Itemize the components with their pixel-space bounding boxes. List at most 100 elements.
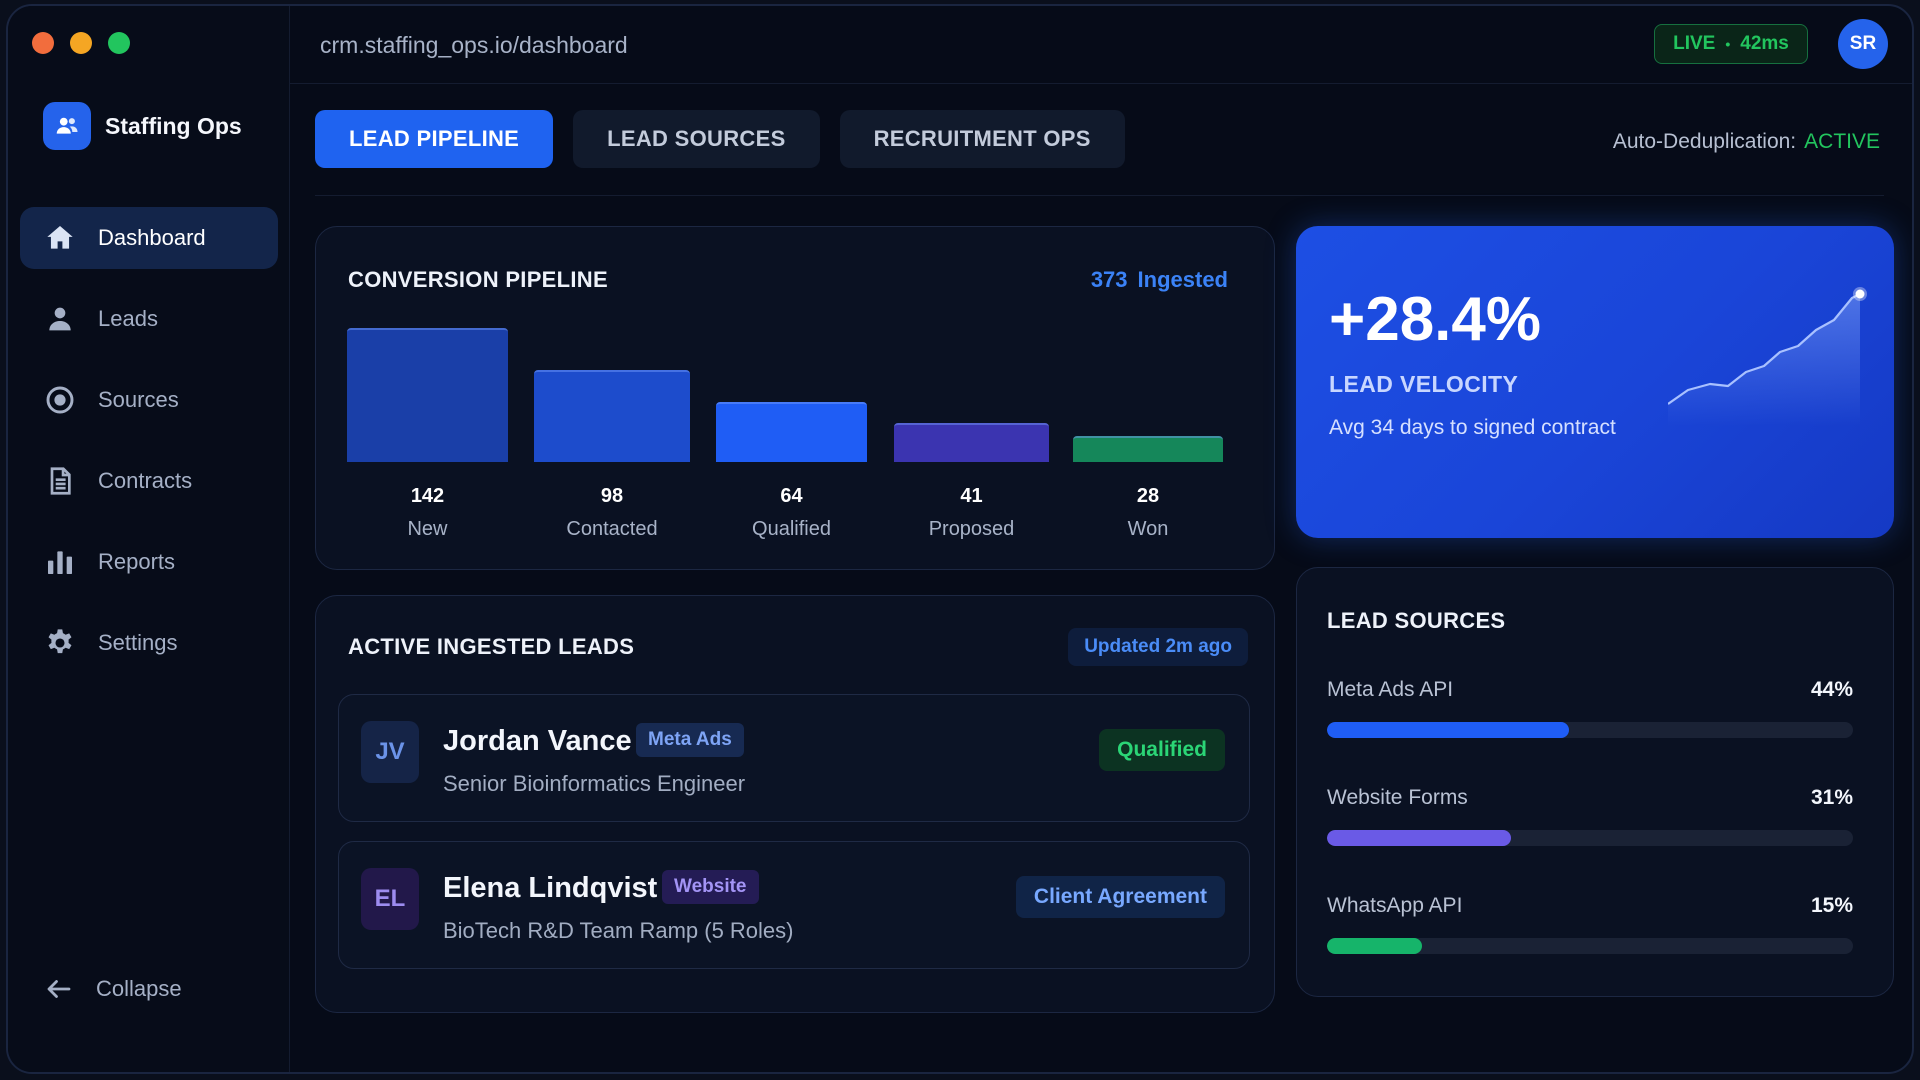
sources-title: LEAD SOURCES — [1327, 608, 1506, 633]
lead-sources-card: LEAD SOURCES Meta Ads API 44% Website Fo… — [1296, 567, 1894, 997]
tab-recruitment-ops[interactable]: RECRUITMENT OPS — [839, 110, 1125, 168]
arrow-left-icon — [47, 980, 71, 998]
app-window: Staffing Ops Dashboard Leads — [6, 4, 1914, 1074]
source-percent: 15% — [1810, 894, 1853, 917]
pipeline-chart: 142 New 98 Contacted 64 Qualified 41 Proposed 28… — [316, 227, 1274, 569]
pipeline-bar-won[interactable] — [1073, 436, 1223, 462]
sidebar-item-leads[interactable]: Leads — [20, 288, 278, 350]
user-avatar[interactable]: SR — [1838, 19, 1888, 69]
pipeline-bar-value: 98 — [600, 485, 624, 507]
pipeline-bar-value: 28 — [1136, 485, 1160, 507]
ingested-number: 373 — [1090, 267, 1128, 292]
pipeline-bar-qualified[interactable] — [716, 402, 867, 462]
pipeline-bar-label: Proposed — [928, 518, 1015, 540]
source-progress-fill — [1327, 722, 1569, 738]
velocity-subtitle: Avg 34 days to signed contract — [1329, 416, 1616, 439]
lead-source-tag: Meta Ads — [636, 723, 744, 757]
brand[interactable]: Staffing Ops — [43, 102, 242, 150]
lead-role: Senior Bioinformatics Engineer — [443, 771, 746, 796]
lead-row-jordan-vance[interactable]: JV Jordan Vance Meta Ads Senior Bioinfor… — [338, 694, 1250, 822]
sidebar-item-label: Reports — [98, 549, 176, 574]
sidebar-item-reports[interactable]: Reports — [20, 531, 278, 593]
source-progress-track — [1327, 938, 1853, 954]
window-controls — [32, 32, 130, 54]
sidebar-item-contracts[interactable]: Contracts — [20, 450, 278, 512]
live-dot-icon: • — [1725, 36, 1731, 52]
lead-source-tag: Website — [662, 870, 759, 904]
pipeline-bar-label: Contacted — [566, 518, 658, 540]
updated-badge: Updated 2m ago — [1068, 628, 1248, 666]
minimize-window-button[interactable] — [70, 32, 92, 54]
brand-name: Staffing Ops — [105, 112, 242, 139]
lead-name: Elena Lindqvist — [443, 872, 658, 904]
sidebar: Staffing Ops Dashboard Leads — [8, 6, 290, 1072]
lead-status-badge: Qualified — [1099, 729, 1225, 771]
section-divider — [315, 195, 1884, 196]
sidebar-item-sources[interactable]: Sources — [20, 369, 278, 431]
pipeline-bar-new[interactable] — [347, 328, 508, 462]
document-icon — [50, 467, 71, 495]
pipeline-bar-value: 64 — [780, 485, 803, 507]
dedupe-label: Auto-Deduplication: — [1612, 130, 1797, 153]
pipeline-bar-proposed[interactable] — [894, 423, 1049, 462]
source-name: WhatsApp API — [1327, 894, 1463, 917]
ingested-count: 373 Ingested — [1091, 267, 1238, 293]
url-bar[interactable]: crm.staffing_ops.io/dashboard — [320, 32, 628, 58]
users-icon — [43, 102, 91, 150]
lead-avatar: EL — [361, 868, 419, 930]
maximize-window-button[interactable] — [108, 32, 130, 54]
dedupe-status: Auto-Deduplication: ACTIVE — [1613, 130, 1880, 154]
source-row-meta-ads: Meta Ads API 44% — [1327, 678, 1853, 738]
target-icon — [46, 386, 74, 414]
collapse-button[interactable]: Collapse — [44, 974, 182, 1004]
close-window-button[interactable] — [32, 32, 54, 54]
lead-avatar: JV — [361, 721, 419, 783]
leads-title: ACTIVE INGESTED LEADS — [348, 634, 635, 659]
pipeline-bar-label: New — [407, 518, 448, 540]
sidebar-item-label: Settings — [98, 630, 178, 655]
source-progress-track — [1327, 830, 1853, 846]
pipeline-bar-value: 41 — [960, 485, 983, 507]
velocity-label: LEAD VELOCITY — [1329, 371, 1519, 397]
pipeline-bar-label: Won — [1127, 518, 1169, 540]
top-bar: crm.staffing_ops.io/dashboard LIVE • 42m… — [290, 6, 1912, 84]
sidebar-nav: Dashboard Leads Sources — [20, 207, 278, 693]
conversion-pipeline-card: CONVERSION PIPELINE 373 Ingested 142 New 98… — [315, 226, 1275, 570]
home-icon — [47, 226, 73, 249]
sidebar-item-label: Sources — [98, 387, 179, 412]
source-row-whatsapp-api: WhatsApp API 15% — [1327, 894, 1853, 954]
source-row-website-forms: Website Forms 31% — [1327, 786, 1853, 846]
live-label: LIVE — [1673, 33, 1716, 54]
pipeline-title: CONVERSION PIPELINE — [348, 267, 608, 292]
sidebar-item-label: Dashboard — [98, 225, 206, 250]
source-percent: 31% — [1810, 786, 1853, 809]
live-status-badge: LIVE • 42ms — [1654, 24, 1808, 64]
lead-velocity-card: +28.4% LEAD VELOCITY Avg 34 days to sign… — [1296, 226, 1894, 538]
lead-role: BioTech R&D Team Ramp (5 Roles) — [443, 918, 794, 943]
source-name: Meta Ads API — [1327, 678, 1454, 701]
collapse-label: Collapse — [96, 976, 182, 1001]
pipeline-bar-contacted[interactable] — [534, 370, 690, 462]
tab-lead-sources[interactable]: LEAD SOURCES — [573, 110, 820, 168]
view-tabs: LEAD PIPELINE LEAD SOURCES RECRUITMENT O… — [315, 110, 1125, 168]
pipeline-bar-label: Qualified — [752, 518, 831, 540]
lead-name: Jordan Vance — [443, 725, 632, 757]
velocity-sparkline — [1668, 287, 1867, 426]
source-progress-fill — [1327, 938, 1422, 954]
sidebar-item-label: Leads — [98, 306, 158, 331]
user-icon — [49, 307, 71, 331]
active-leads-card: ACTIVE INGESTED LEADS Updated 2m ago JV … — [315, 595, 1275, 1013]
source-percent: 44% — [1810, 678, 1853, 701]
sidebar-item-label: Contracts — [98, 468, 193, 493]
tab-lead-pipeline[interactable]: LEAD PIPELINE — [315, 110, 554, 168]
sidebar-item-settings[interactable]: Settings — [20, 612, 278, 674]
ingested-label: Ingested — [1137, 267, 1228, 292]
gear-icon — [48, 629, 72, 654]
latency-value: 42ms — [1740, 33, 1789, 54]
source-progress-track — [1327, 722, 1853, 738]
sidebar-item-dashboard[interactable]: Dashboard — [20, 207, 278, 269]
source-name: Website Forms — [1327, 786, 1468, 809]
lead-row-elena-lindqvist[interactable]: EL Elena Lindqvist Website BioTech R&D T… — [338, 841, 1250, 969]
dedupe-active-value: ACTIVE — [1804, 130, 1880, 153]
lead-status-badge: Client Agreement — [1015, 876, 1225, 918]
